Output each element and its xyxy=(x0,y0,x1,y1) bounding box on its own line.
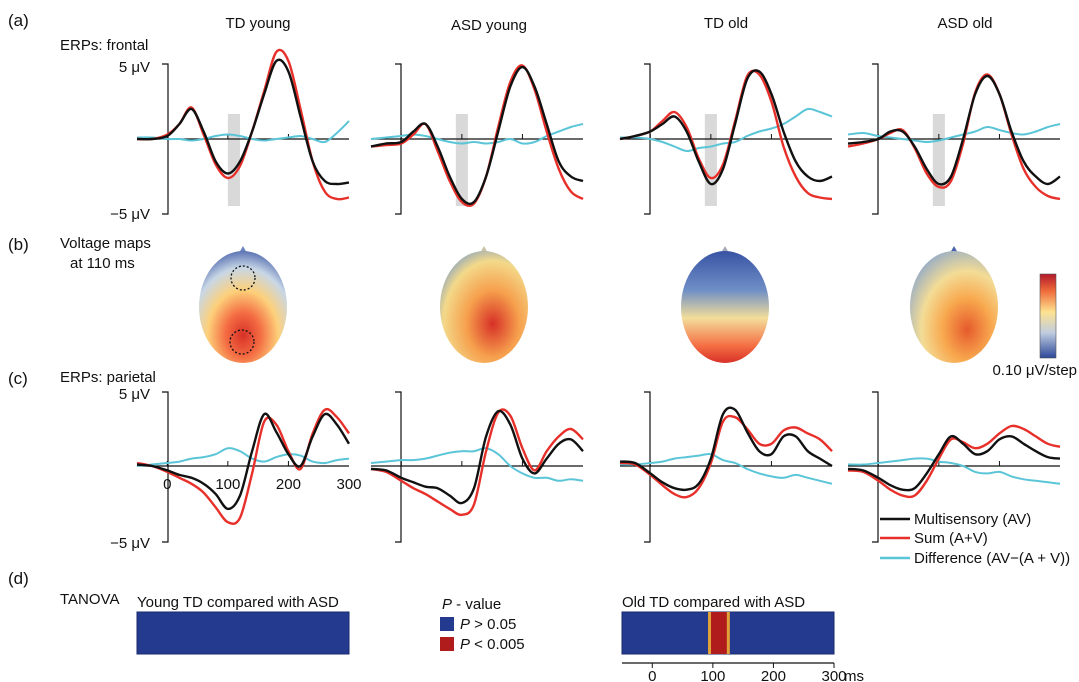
parietal-y-axis xyxy=(872,392,878,542)
legend-label-sum: Sum (A+V) xyxy=(914,530,988,547)
frontal-erp-charts xyxy=(137,50,1060,214)
parietal-series-sum-td-old xyxy=(620,416,832,497)
pvalue-swatch-lt xyxy=(440,637,454,651)
voltage-label-line1: Voltage maps xyxy=(60,235,151,252)
group-title-td-old: TD old xyxy=(704,15,748,32)
tanova-x-tick-label: 200 xyxy=(761,668,786,682)
voltage-map-td-old xyxy=(681,246,769,363)
tanova-row-young xyxy=(137,612,349,654)
parietal-chart-asd-young xyxy=(371,392,583,542)
tanova-window-edge xyxy=(708,612,711,654)
frontal-highlight-window xyxy=(705,114,717,206)
parietal-chart-td-old xyxy=(620,392,832,542)
group-title-td-young: TD young xyxy=(225,15,290,32)
frontal-series-av-td-old xyxy=(620,70,832,184)
voltage-label-line2: at 110 ms xyxy=(70,255,135,272)
frontal-chart-asd-old xyxy=(848,64,1060,214)
tanova-young-title: Young TD compared with ASD xyxy=(137,594,339,611)
tanova-window-edge xyxy=(727,612,730,654)
pvalue-swatch-gt xyxy=(440,617,454,631)
frontal-highlight-window xyxy=(933,114,945,206)
tanova-x-tick-label: 100 xyxy=(700,668,725,682)
frontal-ybottom-label: −5 μV xyxy=(110,206,150,223)
parietal-y-axis xyxy=(162,392,168,542)
parietal-series-av-td-young xyxy=(137,414,349,509)
frontal-chart-td-old xyxy=(620,64,832,214)
frontal-chart-td-young xyxy=(137,50,349,214)
frontal-label: ERPs: frontal xyxy=(60,37,148,54)
tanova-x-tick-label: 0 xyxy=(648,668,656,682)
tanova-significant-window xyxy=(708,612,730,654)
frontal-highlight-window xyxy=(228,114,240,206)
frontal-series-av-td-young xyxy=(137,60,349,184)
panel-label-b: (b) xyxy=(8,235,29,254)
panel-label-d: (d) xyxy=(8,569,29,588)
frontal-ytop-label: 5 μV xyxy=(119,59,150,76)
parietal-x-tick-label: 100 xyxy=(215,476,240,493)
frontal-series-sum-td-old xyxy=(620,71,832,199)
pvalue-lt-label: P < 0.005 xyxy=(460,636,525,653)
voltage-colorbar xyxy=(1040,274,1056,358)
parietal-series-diff-td-old xyxy=(620,454,832,484)
pvalue-title: P - value xyxy=(442,596,501,613)
pvalue-gt-label: P > 0.05 xyxy=(460,616,516,633)
legend-label-av: Multisensory (AV) xyxy=(914,511,1031,528)
group-title-asd-young: ASD young xyxy=(451,17,527,34)
parietal-ytop-label: 5 μV xyxy=(119,386,150,403)
parietal-x-tick-label: 300 xyxy=(336,476,361,493)
voltage-map-asd-old xyxy=(910,246,998,363)
voltage-map-td-young xyxy=(199,246,287,363)
panel-label-a: (a) xyxy=(8,11,29,30)
parietal-series-sum-asd-young xyxy=(371,410,583,515)
colorbar-label: 0.10 μV/step xyxy=(992,362,1077,379)
group-title-asd-old: ASD old xyxy=(937,15,992,32)
parietal-x-tick-label: 200 xyxy=(276,476,301,493)
panel-label-c: (c) xyxy=(8,369,28,388)
voltage-map-asd-young xyxy=(440,246,528,363)
tanova-x-unit: ms xyxy=(844,668,864,682)
frontal-series-av-asd-old xyxy=(848,76,1060,184)
frontal-series-sum-td-young xyxy=(137,50,349,199)
tanova-old-title: Old TD compared with ASD xyxy=(622,594,805,611)
tanova-x-tick-label: 300 xyxy=(821,668,846,682)
parietal-x-tick-label: 0 xyxy=(163,476,171,493)
parietal-ybottom-label: −5 μV xyxy=(110,535,150,552)
parietal-y-axis xyxy=(644,392,650,542)
legend-label-diff: Difference (AV−(A + V)) xyxy=(914,550,1070,567)
tanova-bar xyxy=(137,612,349,654)
frontal-chart-asd-young xyxy=(371,64,583,214)
legend: Multisensory (AV) Sum (A+V) Difference (… xyxy=(880,511,1070,567)
parietal-series-diff-td-young xyxy=(137,448,349,466)
parietal-label: ERPs: parietal xyxy=(60,369,156,386)
tanova-label: TANOVA xyxy=(60,591,119,608)
parietal-chart-td-young: 0 100 200 300 xyxy=(137,392,362,542)
tanova-row-old xyxy=(622,612,834,654)
parietal-y-axis xyxy=(395,392,401,542)
